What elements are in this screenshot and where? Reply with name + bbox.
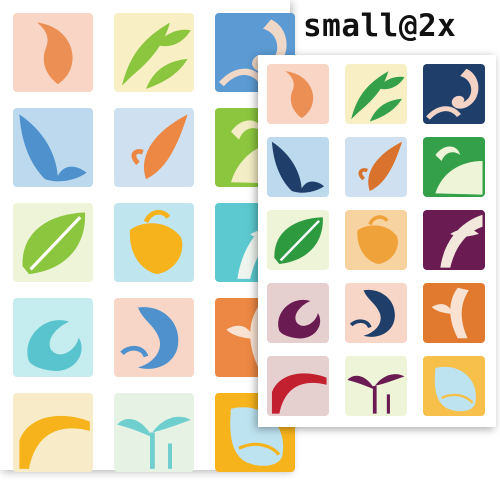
tile-purple-curl [423,210,485,270]
tile-plum-swirl-glyph-icon [278,299,321,339]
tile-green-leaf [267,210,329,270]
tile-orange-fern-glyph-icon [431,287,469,339]
tile-teal-sprout-glyph-icon [117,416,191,469]
tile-orange-fern [423,283,485,343]
tile-green-dark [423,137,485,197]
tile-red-arch-glyph-icon [271,373,327,414]
tile-orange-wing [114,108,194,187]
tile-yellow-bud-glyph-icon [129,209,183,275]
tile-blue-wing-glyph-icon [19,114,87,182]
tile-orange-bud-glyph-icon [357,215,398,264]
tile-green-vine [114,13,194,92]
tile-orange-leaf [13,13,93,92]
tile-yellow-arch [13,393,93,472]
tile-orange-leaf-glyph-icon [37,22,73,85]
tile-navy-curl-glyph-icon [426,68,479,120]
tile-navy-loop-glyph-icon [349,289,395,337]
icon-sheet-large [13,13,295,472]
tile-blue-wing [13,108,93,187]
tile-orange-leaf [267,64,329,124]
tile-purple-curl-glyph-icon [440,214,483,268]
tile-green-leaf-glyph-icon [274,217,323,264]
tile-red-arch [267,356,329,416]
tile-orange-bud [345,210,407,270]
tile-orange-leaf-glyph-icon [285,71,314,118]
tile-green-leaf-glyph-icon [22,212,86,275]
tile-green-vine-glyph-icon [122,22,191,89]
tile-orange-wing-glyph-icon [131,114,188,180]
tile-cyan-swirl [13,298,93,377]
tile-plum-swirl [267,283,329,343]
tile-blue-curl [215,13,295,92]
tile-green-leaf [13,203,93,282]
tile-blue-loop-glyph-icon [120,307,179,369]
tile-plum-sprout [345,356,407,416]
tile-yellow-bud [114,203,194,282]
tile-cyan-swirl-glyph-icon [27,320,82,372]
tile-yellow-arch-glyph-icon [19,415,90,469]
tile-navy-loop [345,283,407,343]
tile-navy-wing [267,137,329,197]
tile-orange-wing-glyph-icon [358,141,403,191]
icon-sheet-small-2x [258,55,496,427]
tile-teal-sprout [114,393,194,472]
tile-blue-loop [114,298,194,377]
tile-orange-wing [345,137,407,197]
tile-green-dark-glyph-icon [435,146,483,195]
tile-gold-drop [423,356,485,416]
sheet-caption: small@2x [303,8,457,44]
tile-gold-drop-glyph-icon [434,366,476,412]
tile-plum-sprout-glyph-icon [347,374,405,414]
tile-navy-wing-glyph-icon [271,141,325,193]
tile-green-vine-glyph-icon [351,71,405,122]
tile-green-vine [345,64,407,124]
tile-navy-curl [423,64,485,124]
